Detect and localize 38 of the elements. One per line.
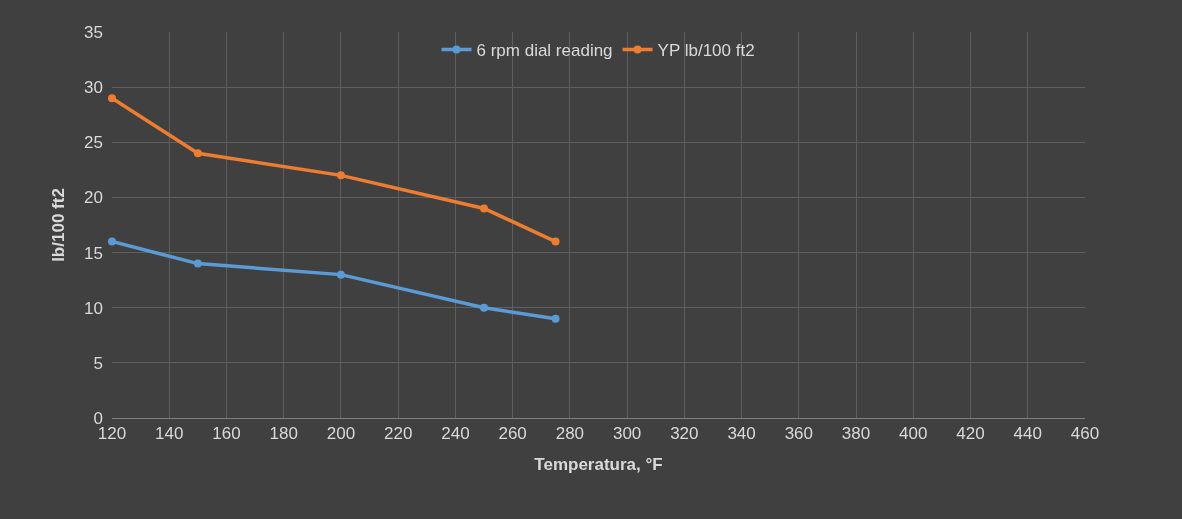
y-tick-label: 35 (84, 22, 103, 42)
x-tick-label: 140 (155, 424, 184, 444)
y-tick-label: 20 (84, 188, 103, 208)
point (193, 259, 202, 268)
legend-label: YP lb/100 ft2 (657, 41, 755, 61)
point (108, 94, 116, 103)
x-tick-label: 400 (899, 424, 928, 444)
y-tick-label: 25 (84, 133, 103, 153)
point (193, 149, 202, 158)
x-axis-title: Temperatura, °F (534, 454, 663, 474)
point (480, 204, 489, 213)
point (551, 314, 560, 323)
x-tick-label: 420 (956, 424, 985, 444)
y-tick-label: 30 (84, 78, 103, 98)
x-tick-label: 200 (326, 424, 356, 444)
point (336, 270, 345, 279)
y-tick-label: 15 (84, 243, 103, 263)
x-tick-label: 460 (1070, 424, 1100, 444)
x-tick-label: 360 (784, 424, 814, 444)
point (480, 303, 489, 312)
x-tick-label: 340 (727, 424, 756, 444)
y-tick-label: 5 (93, 353, 103, 373)
x-tick-label: 280 (555, 424, 585, 444)
y-tick-label: 10 (84, 298, 103, 318)
x-tick-label: 380 (841, 424, 871, 444)
x-tick-label: 240 (441, 424, 470, 444)
point (551, 237, 560, 246)
x-tick-label: 320 (670, 424, 699, 444)
legend-label: 6 rpm dial reading (476, 41, 613, 61)
x-tick-label: 260 (498, 424, 527, 444)
x-tick-label: 180 (269, 424, 298, 444)
y-axis-title: lb/100 ft2 (48, 188, 68, 262)
point (336, 171, 345, 180)
x-tick-label: 440 (1013, 424, 1042, 444)
point (108, 237, 116, 246)
x-tick-label: 160 (212, 424, 241, 444)
x-tick-label: 300 (612, 424, 642, 444)
x-tick-label: 220 (383, 424, 413, 444)
